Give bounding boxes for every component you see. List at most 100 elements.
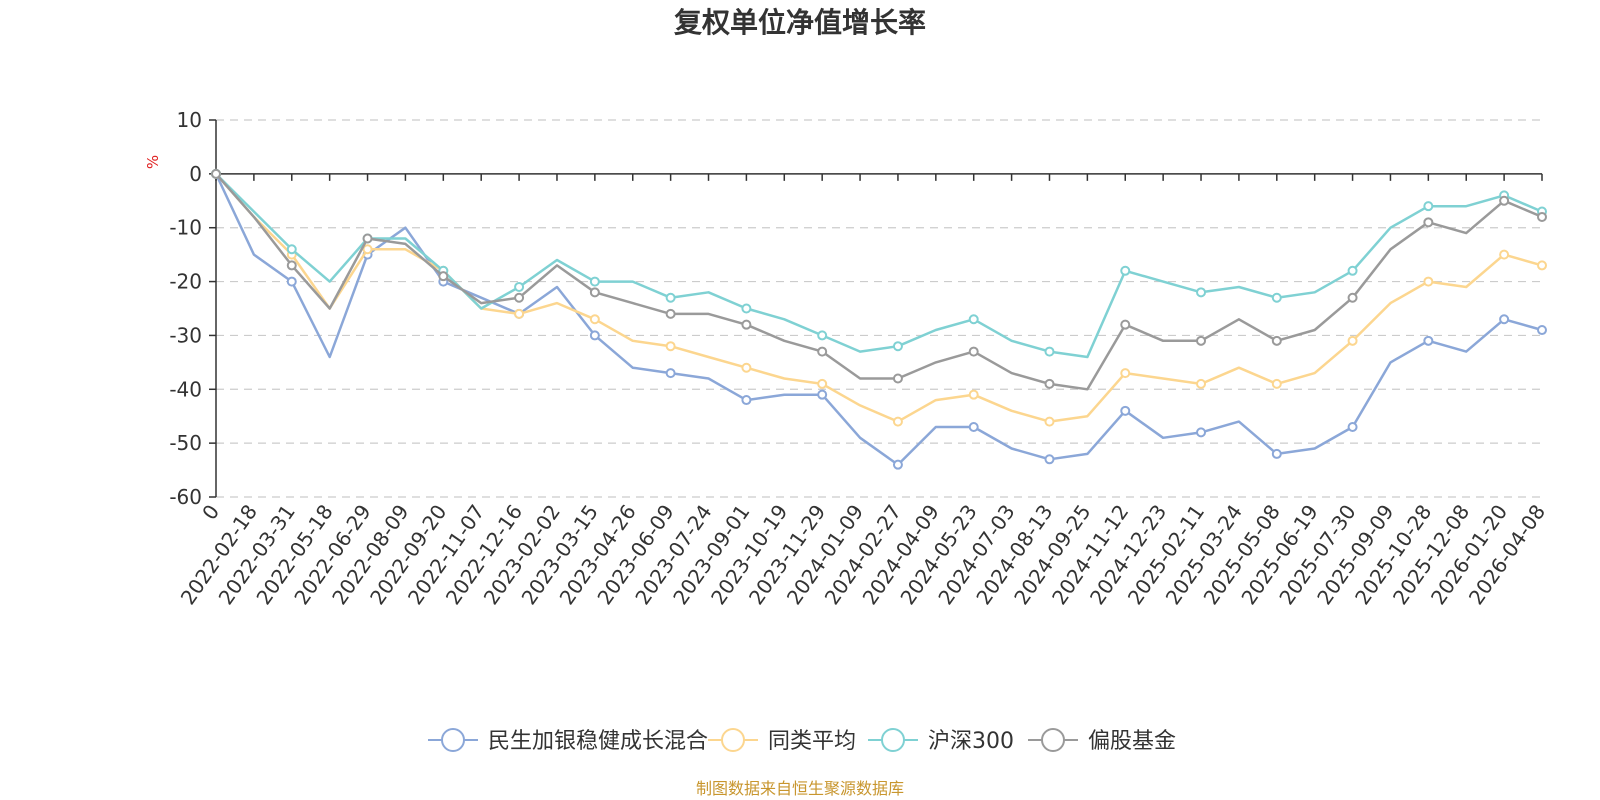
series-line [215, 173, 1543, 391]
data-point[interactable] [1120, 368, 1131, 379]
y-tick-label: -10 [169, 216, 202, 240]
y-tick-label: 10 [177, 108, 202, 132]
x-tick-label: 0 [197, 500, 224, 524]
series-group [211, 168, 1547, 359]
data-point[interactable] [665, 308, 676, 319]
grid-layer [216, 119, 1542, 498]
data-point[interactable] [741, 395, 752, 406]
y-tick-label: -50 [169, 431, 202, 455]
data-point[interactable] [665, 341, 676, 352]
legend-marker [441, 728, 465, 752]
data-point[interactable] [892, 459, 903, 470]
data-point[interactable] [968, 314, 979, 325]
data-source-note: 制图数据来自恒生聚源数据库 [696, 779, 904, 798]
series-group [211, 168, 1547, 391]
legend-marker [881, 728, 905, 752]
legend[interactable]: 民生加银稳健成长混合 同类平均 沪深300 偏股基金 [428, 728, 1176, 754]
data-point[interactable] [514, 292, 525, 303]
data-point[interactable] [1271, 335, 1282, 346]
data-point[interactable] [665, 368, 676, 379]
data-point[interactable] [286, 276, 297, 287]
data-point[interactable] [589, 330, 600, 341]
data-point[interactable] [741, 303, 752, 314]
data-point[interactable] [1499, 195, 1510, 206]
data-point[interactable] [968, 346, 979, 357]
data-point[interactable] [1499, 249, 1510, 260]
data-point[interactable] [1347, 335, 1358, 346]
legend-item[interactable]: 偏股基金 [1028, 728, 1176, 754]
legend-item[interactable]: 沪深300 [868, 728, 1014, 754]
data-point[interactable] [1044, 346, 1055, 357]
y-tick-label: -30 [169, 323, 202, 347]
data-point[interactable] [1271, 378, 1282, 389]
data-point[interactable] [211, 168, 221, 179]
data-point[interactable] [1347, 292, 1358, 303]
data-point[interactable] [514, 281, 525, 292]
data-point[interactable] [1120, 319, 1131, 330]
legend-item[interactable]: 民生加银稳健成长混合 [428, 728, 708, 754]
data-point[interactable] [817, 378, 828, 389]
data-point[interactable] [1196, 427, 1207, 438]
data-point[interactable] [741, 319, 752, 330]
data-point[interactable] [286, 244, 297, 255]
data-point[interactable] [892, 341, 903, 352]
legend-item[interactable]: 同类平均 [708, 728, 856, 754]
data-point[interactable] [968, 389, 979, 400]
y-tick-label: -20 [169, 270, 202, 294]
data-point[interactable] [1423, 335, 1434, 346]
data-point[interactable] [741, 362, 752, 373]
data-point[interactable] [514, 308, 525, 319]
data-point[interactable] [589, 287, 600, 298]
data-point[interactable] [1499, 314, 1510, 325]
data-point[interactable] [892, 416, 903, 427]
data-point[interactable] [1044, 454, 1055, 465]
data-point[interactable] [1120, 405, 1131, 416]
data-point[interactable] [589, 314, 600, 325]
data-point[interactable] [286, 260, 297, 271]
legend-label: 同类平均 [768, 729, 856, 754]
data-point[interactable] [1120, 265, 1131, 276]
legend-marker [721, 728, 745, 752]
legend-label: 民生加银稳健成长混合 [488, 729, 708, 754]
chart-title: 复权单位净值增长率 [674, 6, 926, 39]
data-point[interactable] [1044, 378, 1055, 389]
data-point[interactable] [817, 346, 828, 357]
series-line [214, 173, 1543, 466]
series-line [215, 173, 1543, 359]
data-point[interactable] [968, 421, 979, 432]
series-group [211, 168, 1547, 427]
data-point[interactable] [1423, 201, 1434, 212]
data-point[interactable] [438, 271, 449, 282]
y-tick-label: -60 [169, 485, 202, 509]
series-line [215, 173, 1543, 423]
data-point[interactable] [1537, 260, 1547, 271]
data-point[interactable] [1044, 416, 1055, 427]
data-point[interactable] [1196, 335, 1207, 346]
data-point[interactable] [817, 330, 828, 341]
data-point[interactable] [1347, 421, 1358, 432]
legend-label: 沪深300 [928, 729, 1014, 754]
data-point[interactable] [1347, 265, 1358, 276]
series-group [211, 168, 1547, 470]
legend-label: 偏股基金 [1088, 729, 1176, 754]
data-point[interactable] [1537, 325, 1547, 336]
data-point[interactable] [817, 389, 828, 400]
data-point[interactable] [589, 276, 600, 287]
y-axis-unit: % [144, 155, 162, 169]
legend-marker [1041, 728, 1065, 752]
y-tick-label: -40 [169, 377, 202, 401]
series-layer [211, 168, 1547, 470]
data-point[interactable] [1423, 217, 1434, 228]
data-point[interactable] [892, 373, 903, 384]
data-point[interactable] [1423, 276, 1434, 287]
data-point[interactable] [1271, 292, 1282, 303]
data-point[interactable] [1196, 378, 1207, 389]
data-point[interactable] [362, 233, 373, 244]
data-point[interactable] [1196, 287, 1207, 298]
data-point[interactable] [1537, 211, 1547, 222]
data-point[interactable] [665, 292, 676, 303]
data-point[interactable] [1271, 448, 1282, 459]
y-tick-label: 0 [189, 162, 202, 186]
data-point[interactable] [362, 244, 373, 255]
